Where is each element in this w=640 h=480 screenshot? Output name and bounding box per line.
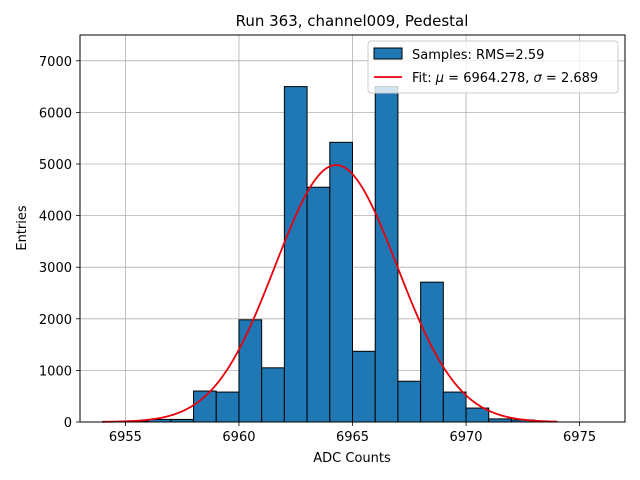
histogram-bar [397, 380, 422, 423]
y-tick-label: 4000 [39, 210, 72, 225]
legend-sigma-equals: = [542, 71, 561, 86]
gaussian-fit-line [102, 164, 557, 423]
histogram-bar [352, 350, 376, 423]
x-tick-label: 6970 [449, 430, 482, 445]
plot-frame [79, 34, 626, 423]
x-tick-label: 6975 [563, 430, 596, 445]
legend-histogram-label: Samples: RMS=2.59 [412, 48, 544, 63]
histogram-bar [215, 391, 240, 423]
histogram-bar [329, 141, 353, 423]
histogram-bar [465, 407, 490, 423]
legend-mu-equals: = [444, 71, 463, 86]
y-tick-label: 1000 [39, 364, 72, 379]
y-tick-label: 3000 [39, 261, 72, 276]
legend-separator: , [525, 71, 533, 86]
legend-histogram-swatch [373, 47, 403, 60]
histogram-bar [238, 319, 263, 423]
histogram-bar [374, 86, 399, 423]
legend-mu-symbol: μ [435, 71, 444, 86]
y-axis-label: Entries [15, 205, 30, 251]
x-tick-label: 6960 [222, 430, 255, 445]
histogram-bar [420, 281, 444, 423]
legend-sigma-value: 2.689 [561, 71, 598, 86]
y-tick-label: 7000 [39, 55, 72, 70]
ticks-layer: 6955 6960 6965 6970 6975 0 1000 2000 3000 4000 500… [39, 55, 596, 445]
bars-layer [102, 86, 558, 423]
legend-mu-value: 6964.278 [463, 71, 525, 86]
fit-layer [102, 164, 557, 423]
y-tick-label: 5000 [39, 158, 72, 173]
x-tick-label: 6965 [336, 430, 369, 445]
histogram-bar [261, 367, 285, 423]
legend-box [367, 40, 619, 94]
legend-fit-label: Fit: μ = 6964.278, σ = 2.689 [412, 71, 598, 86]
x-axis-label: ADC Counts [313, 451, 391, 466]
y-tick-label: 6000 [39, 106, 72, 121]
x-tick-label: 6955 [109, 430, 142, 445]
legend-fit-prefix: Fit: [412, 71, 436, 86]
y-tick-label: 0 [64, 416, 72, 431]
histogram-bar [283, 86, 308, 423]
chart-title: Run 363, channel009, Pedestal [236, 12, 469, 30]
legend: Samples: RMS=2.59 Fit: μ = 6964.278, σ =… [367, 40, 619, 94]
histogram-bar [306, 186, 331, 423]
legend-sigma-symbol: σ [534, 71, 543, 86]
histogram-bar [442, 391, 467, 423]
y-tick-label: 2000 [39, 313, 72, 328]
